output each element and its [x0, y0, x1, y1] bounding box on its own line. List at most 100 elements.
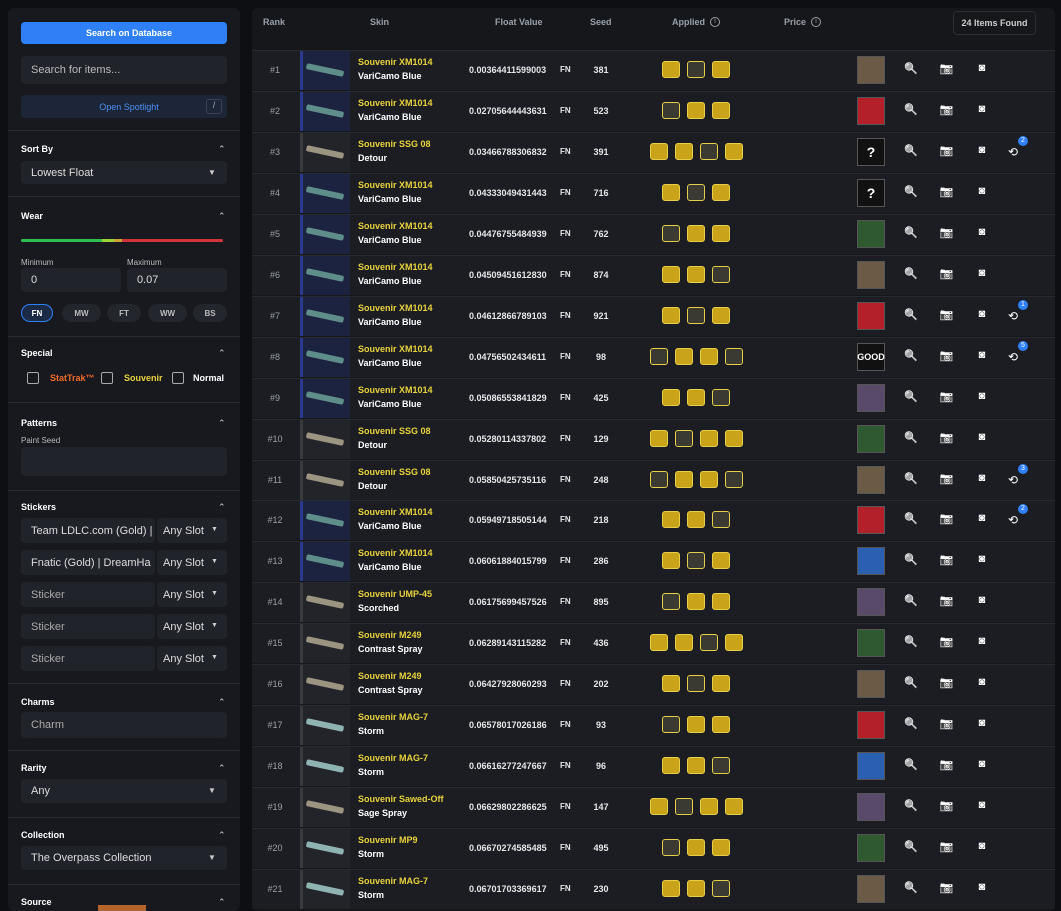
- view-button[interactable]: ◙: [978, 553, 986, 566]
- view-button[interactable]: ◙: [978, 758, 986, 771]
- sticker-icon[interactable]: [712, 593, 730, 611]
- screenshot-button[interactable]: 📷: [939, 882, 954, 894]
- table-row[interactable]: [252, 664, 1055, 705]
- inspect-button[interactable]: 🔍: [904, 677, 918, 690]
- sticker-icon[interactable]: [687, 61, 705, 78]
- sticker-icon[interactable]: [662, 224, 680, 242]
- inspect-button[interactable]: 🔍: [904, 595, 918, 608]
- inspect-button[interactable]: 🔍: [904, 144, 918, 157]
- view-button[interactable]: ◙: [978, 266, 986, 279]
- info-icon[interactable]: i: [710, 17, 720, 27]
- view-button[interactable]: ◙: [978, 881, 986, 893]
- sticker-icon[interactable]: [687, 388, 705, 406]
- checkbox[interactable]: [101, 372, 113, 384]
- wear-button[interactable]: FN: [21, 304, 53, 322]
- sticker-icon[interactable]: [712, 265, 730, 283]
- owner-avatar[interactable]: GOOD: [857, 342, 885, 371]
- inspect-button[interactable]: 🔍: [904, 226, 918, 239]
- wear-button[interactable]: MW: [62, 304, 101, 322]
- slot-select[interactable]: Any Slot: [157, 518, 227, 543]
- slot-select[interactable]: Any Slot: [157, 646, 227, 671]
- collapse-icon[interactable]: ⌃: [218, 763, 226, 773]
- sticker-icon[interactable]: [700, 798, 718, 816]
- inspect-button[interactable]: 🔍: [904, 718, 918, 731]
- slot-select[interactable]: Any Slot: [157, 550, 227, 575]
- sticker-icon[interactable]: [662, 388, 680, 406]
- sticker-icon[interactable]: [725, 634, 743, 652]
- screenshot-button[interactable]: 📷: [939, 144, 954, 157]
- screenshot-button[interactable]: 📷: [939, 390, 954, 403]
- owner-avatar[interactable]: [857, 711, 885, 740]
- sticker-icon[interactable]: [712, 388, 730, 406]
- sticker-icon[interactable]: [650, 429, 668, 447]
- sticker-icon[interactable]: [662, 552, 680, 570]
- column-header[interactable]: Float Value: [495, 17, 543, 27]
- collapse-icon[interactable]: ⌃: [218, 897, 226, 907]
- sticker-icon[interactable]: [687, 552, 705, 570]
- weapon-name[interactable]: Souvenir MP9: [358, 835, 418, 846]
- sticker-icon[interactable]: [675, 634, 693, 652]
- sticker-input[interactable]: Fnatic (Gold) | DreamHa: [21, 550, 155, 575]
- sticker-icon[interactable]: [687, 306, 705, 324]
- min-input[interactable]: 0: [21, 268, 121, 292]
- rarity-select[interactable]: Any: [21, 779, 227, 803]
- column-header[interactable]: Price: [784, 17, 807, 27]
- sticker-icon[interactable]: [662, 757, 680, 775]
- sticker-icon[interactable]: [687, 265, 705, 283]
- sticker-icon[interactable]: [687, 839, 705, 857]
- sticker-icon[interactable]: [687, 183, 705, 201]
- weapon-name[interactable]: Souvenir XM1014: [358, 220, 433, 231]
- inspect-button[interactable]: 🔍: [904, 554, 918, 567]
- seed-input[interactable]: [21, 447, 227, 476]
- inspect-button[interactable]: 🔍: [904, 841, 918, 854]
- sticker-icon[interactable]: [687, 511, 705, 529]
- owner-avatar[interactable]: [857, 670, 885, 699]
- table-row[interactable]: [252, 377, 1055, 418]
- weapon-name[interactable]: Souvenir SSG 08: [358, 425, 431, 436]
- owner-avatar[interactable]: [857, 547, 885, 576]
- screenshot-button[interactable]: 📷: [939, 308, 954, 321]
- screenshot-button[interactable]: 📷: [939, 759, 954, 772]
- collapse-icon[interactable]: ⌃: [218, 697, 226, 707]
- owner-avatar[interactable]: [857, 383, 885, 412]
- sticker-icon[interactable]: [712, 101, 730, 119]
- weapon-name[interactable]: Souvenir SSG 08: [358, 138, 431, 149]
- sticker-icon[interactable]: [712, 61, 730, 78]
- screenshot-button[interactable]: 📷: [939, 267, 954, 280]
- owner-avatar[interactable]: [857, 260, 885, 289]
- sticker-icon[interactable]: [687, 593, 705, 611]
- sticker-icon[interactable]: [675, 470, 693, 488]
- sticker-icon[interactable]: [662, 593, 680, 611]
- history-button[interactable]: ⟲: [1008, 349, 1019, 364]
- sticker-icon[interactable]: [712, 675, 730, 693]
- inspect-button[interactable]: 🔍: [904, 267, 918, 280]
- collection-select[interactable]: The Overpass Collection: [21, 846, 227, 870]
- weapon-name[interactable]: Souvenir Sawed-Off: [358, 794, 444, 805]
- sticker-icon[interactable]: [662, 880, 680, 897]
- sticker-icon[interactable]: [687, 880, 705, 897]
- sticker-icon[interactable]: [662, 839, 680, 857]
- history-button[interactable]: ⟲: [1008, 513, 1019, 528]
- sticker-icon[interactable]: [662, 61, 680, 78]
- screenshot-button[interactable]: 📷: [939, 431, 954, 444]
- owner-avatar[interactable]: [857, 301, 885, 330]
- sticker-icon[interactable]: [712, 839, 730, 857]
- view-button[interactable]: ◙: [978, 62, 986, 74]
- view-button[interactable]: ◙: [978, 430, 986, 443]
- search-input[interactable]: Search for items...: [21, 56, 227, 84]
- inspect-button[interactable]: 🔍: [904, 349, 918, 362]
- screenshot-button[interactable]: 📷: [939, 472, 954, 485]
- inspect-button[interactable]: 🔍: [904, 185, 918, 198]
- sticker-icon[interactable]: [662, 101, 680, 119]
- weapon-name[interactable]: Souvenir XM1014: [358, 384, 433, 395]
- sticker-icon[interactable]: [712, 511, 730, 529]
- sticker-icon[interactable]: [687, 101, 705, 119]
- sticker-icon[interactable]: [650, 347, 668, 365]
- sticker-icon[interactable]: [650, 634, 668, 652]
- inspect-button[interactable]: 🔍: [904, 882, 918, 894]
- screenshot-button[interactable]: 📷: [939, 349, 954, 362]
- sticker-icon[interactable]: [687, 675, 705, 693]
- owner-avatar[interactable]: [857, 219, 885, 248]
- weapon-name[interactable]: Souvenir MAG-7: [358, 712, 429, 723]
- weapon-name[interactable]: Souvenir SSG 08: [358, 466, 431, 477]
